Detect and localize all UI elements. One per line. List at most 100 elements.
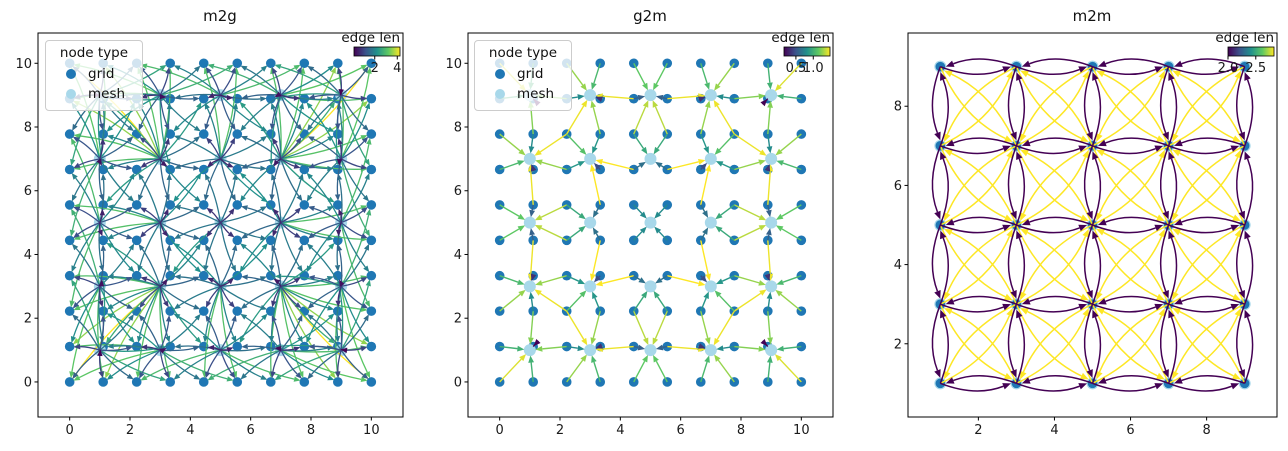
edge-arrowhead	[1082, 228, 1089, 238]
graph-edge	[723, 96, 735, 100]
edge-arrowhead	[934, 131, 941, 141]
graph-edge	[767, 133, 771, 147]
edge-arrowhead	[776, 93, 784, 100]
edge-arrowhead	[577, 345, 585, 352]
edge-arrowhead	[294, 302, 302, 309]
graph-edge	[1105, 295, 1169, 305]
edge-arrowhead	[1168, 230, 1175, 240]
graph-edge	[734, 275, 760, 284]
graph-edge	[566, 310, 585, 340]
graph-edge	[530, 240, 534, 274]
graph-edge	[219, 158, 263, 200]
edge-arrowhead	[293, 277, 301, 284]
graph-edge	[219, 320, 235, 351]
graph-edge	[566, 105, 585, 135]
edge-arrowhead	[193, 125, 201, 132]
edge-arrowhead	[203, 194, 210, 202]
edge-arrowhead	[1078, 303, 1087, 311]
graph-edge	[946, 65, 1017, 135]
edge-arrowhead	[592, 291, 598, 300]
edge-arrowhead	[700, 275, 708, 283]
grid-node	[98, 377, 108, 387]
graph-edge	[280, 280, 296, 287]
edge-arrowhead	[138, 123, 144, 131]
edge-arrowhead	[71, 279, 77, 287]
graph-edge	[336, 222, 342, 266]
grid-node	[232, 306, 243, 316]
graph-edge	[1029, 295, 1093, 305]
graph-edge	[1181, 58, 1245, 68]
graph-edge	[111, 349, 161, 377]
y-tick-label: 0	[24, 375, 32, 390]
graph-edge	[159, 158, 168, 196]
edge-arrowhead	[166, 173, 172, 181]
graph-edge	[159, 286, 166, 303]
edge-arrowhead	[715, 161, 724, 167]
edge-arrowhead	[308, 94, 316, 100]
edge-arrowhead	[1002, 303, 1011, 311]
edge-arrowhead	[127, 125, 134, 132]
edge-arrowhead	[228, 301, 236, 308]
y-tick-label: 4	[24, 248, 32, 263]
graph-edge	[700, 361, 708, 383]
edge-arrowhead	[306, 194, 313, 202]
edge-arrowhead	[274, 374, 282, 381]
edge-arrowhead	[270, 371, 276, 379]
graph-edge	[598, 275, 601, 278]
edge-arrowhead	[642, 82, 648, 91]
edge-arrowhead	[363, 336, 370, 343]
edge-arrowhead	[578, 212, 586, 220]
graph-edge	[733, 133, 762, 153]
graph-edge	[280, 222, 328, 239]
graph-edge	[208, 285, 221, 303]
grid-node	[165, 58, 176, 69]
edge-arrowhead	[595, 280, 604, 287]
edge-arrowhead	[205, 314, 212, 322]
graph-edge	[220, 285, 262, 309]
graph-edge	[207, 349, 222, 373]
graph-edge	[1167, 316, 1178, 384]
edge-arrowhead	[944, 370, 951, 380]
graph-edge	[219, 349, 233, 374]
edge-arrowhead	[240, 303, 248, 310]
graph-edge	[75, 248, 101, 287]
graph-edge	[311, 317, 342, 351]
edge-arrowhead	[307, 232, 315, 239]
edge-arrowhead	[592, 227, 599, 235]
edge-arrowhead	[945, 298, 955, 305]
graph-edge	[940, 224, 1004, 234]
legend-node-type-2: node type grid mesh	[474, 40, 572, 111]
edge-arrowhead	[226, 162, 234, 168]
edge-arrowhead	[1154, 303, 1164, 311]
graph-edge	[633, 275, 641, 281]
graph-edge	[99, 285, 128, 307]
edge-arrowhead	[1238, 369, 1245, 378]
graph-edge	[566, 229, 581, 241]
edge-arrowhead	[295, 372, 302, 379]
grid-node	[265, 235, 276, 246]
legend-item-mesh: mesh	[56, 84, 132, 104]
graph-edge	[159, 95, 169, 160]
edge-arrowhead	[240, 233, 248, 239]
edge-arrowhead	[1154, 383, 1164, 390]
edge-arrowhead	[73, 133, 81, 139]
edge-arrowhead	[260, 235, 268, 241]
graph-edge	[271, 158, 282, 195]
edge-arrowhead	[298, 102, 305, 110]
grid-node	[98, 235, 108, 246]
edge-arrowhead	[240, 195, 246, 203]
grid-node	[366, 164, 377, 175]
graph-edge	[340, 319, 367, 351]
edge-arrowhead	[1078, 383, 1087, 390]
edge-arrowhead	[365, 208, 372, 216]
graph-edge	[280, 222, 296, 236]
edge-arrowhead	[704, 100, 711, 108]
y-tick-label: 0	[454, 375, 462, 390]
edge-arrowhead	[642, 100, 649, 108]
graph-edge	[140, 107, 161, 160]
grid-node	[265, 58, 276, 69]
graph-edge	[1027, 310, 1094, 384]
colorbar-tick-label: 0.5	[786, 61, 807, 76]
graph-edge	[310, 106, 342, 160]
graph-edge	[1168, 77, 1239, 147]
